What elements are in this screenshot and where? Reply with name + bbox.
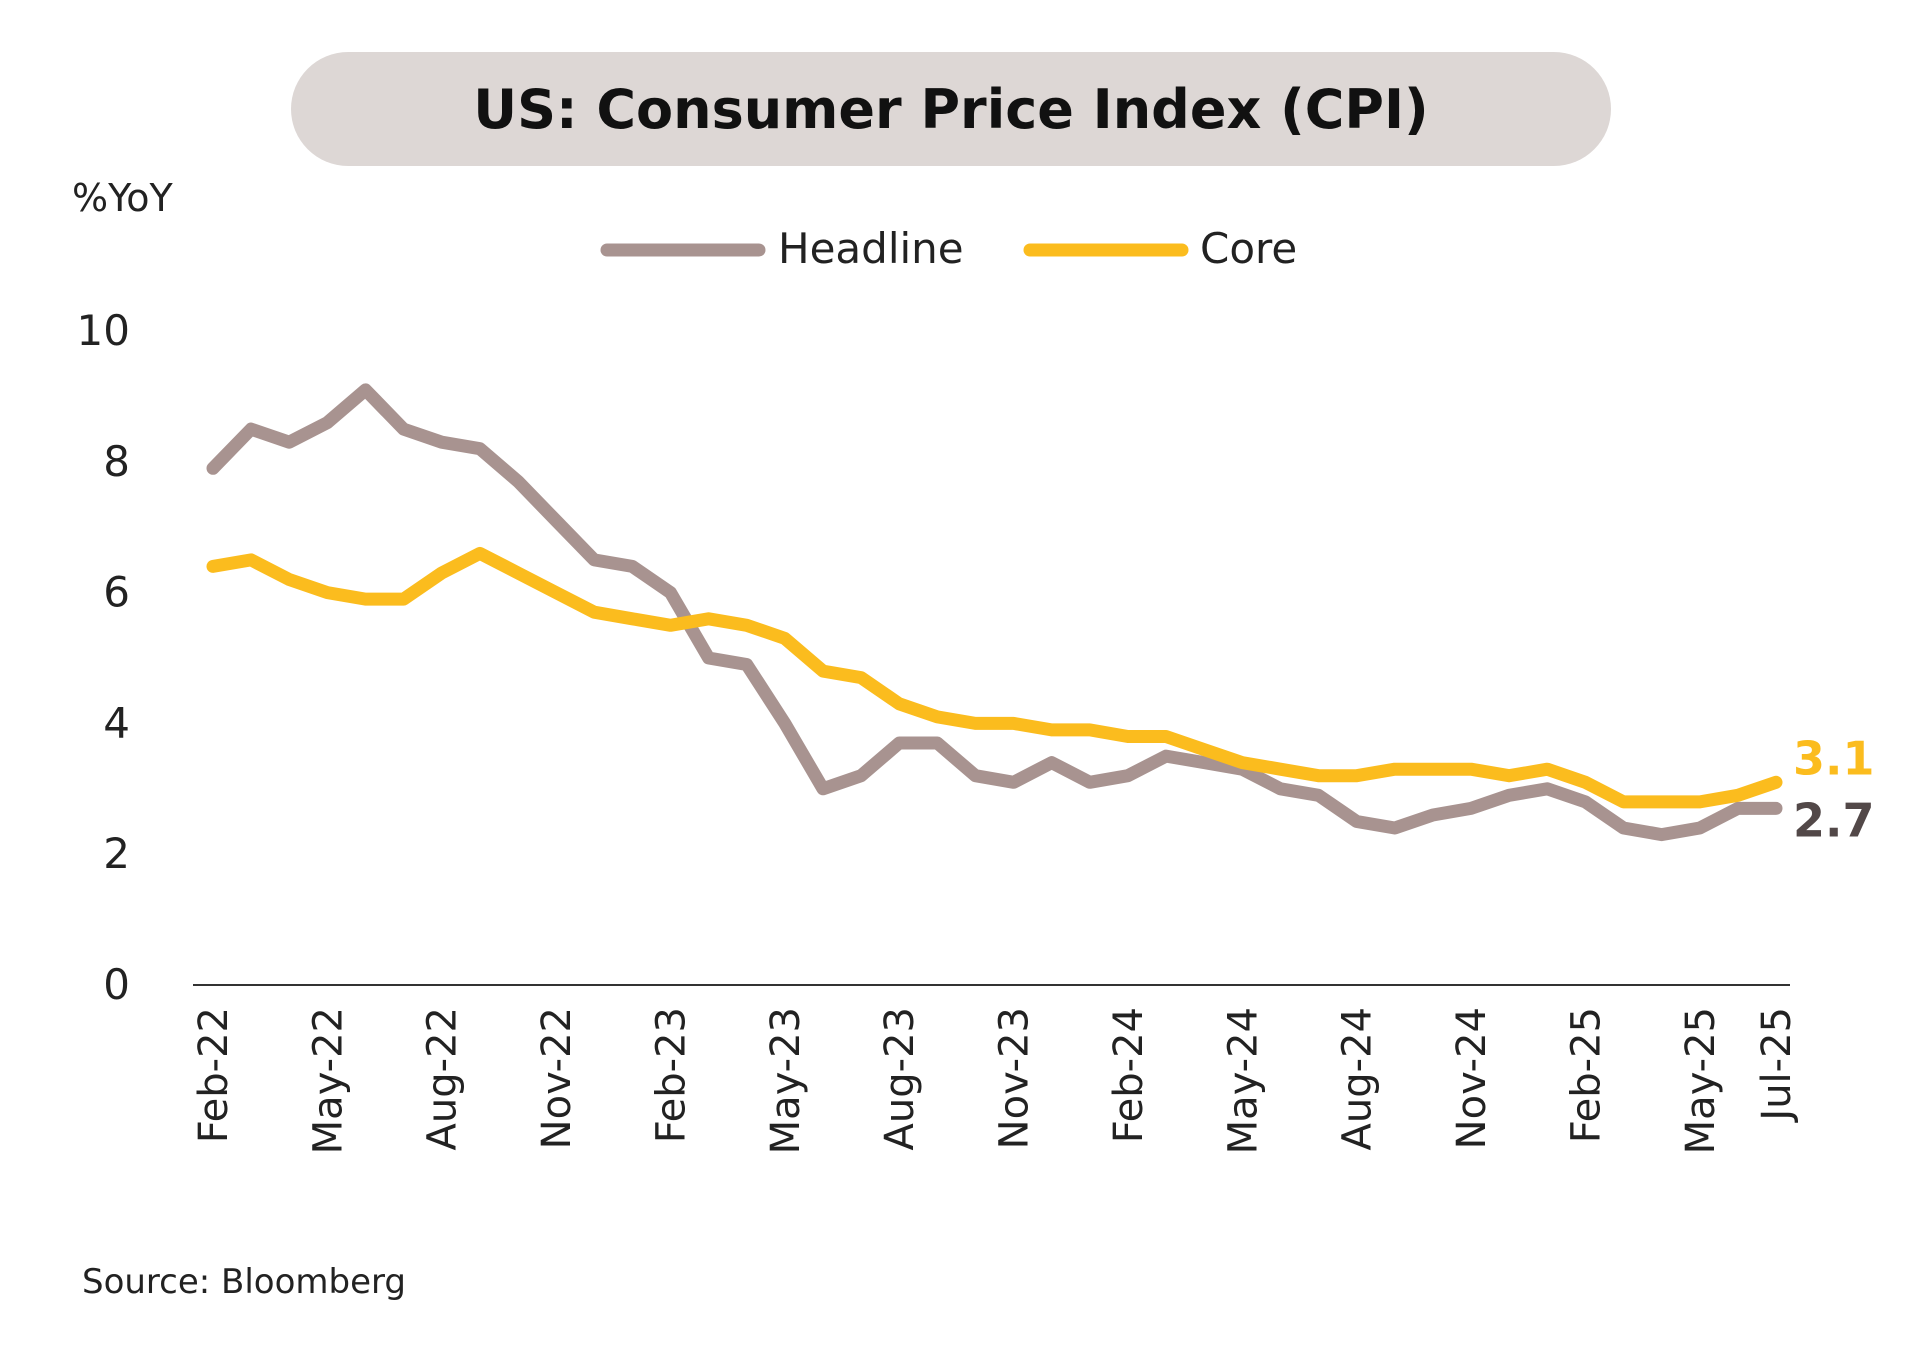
x-tick-label: May-24: [1220, 1007, 1266, 1154]
x-tick-label: Nov-24: [1449, 1007, 1495, 1149]
x-tick-label: Aug-24: [1335, 1007, 1381, 1150]
x-tick-label: Feb-24: [1106, 1007, 1152, 1143]
x-tick-label: May-23: [763, 1007, 809, 1154]
y-tick-label: 2: [103, 829, 130, 878]
x-tick-label: Feb-23: [648, 1007, 694, 1143]
y-tick-label: 0: [103, 960, 130, 1009]
x-tick-label: May-22: [305, 1007, 351, 1154]
y-tick-label: 8: [103, 437, 130, 486]
x-tick-label: Feb-22: [191, 1007, 237, 1143]
y-tick-label: 4: [103, 698, 130, 747]
x-tick-label: Nov-22: [534, 1007, 580, 1149]
y-tick-label: 10: [77, 306, 130, 355]
y-tick-label: 6: [103, 568, 130, 617]
chart-title-pill: US: Consumer Price Index (CPI): [291, 52, 1611, 166]
x-tick-label: Nov-23: [992, 1007, 1038, 1149]
x-tick-label: Aug-23: [877, 1007, 923, 1150]
end-value-label-headline: 2.7: [1793, 793, 1875, 847]
series-line-headline: [206, 383, 1783, 842]
x-tick-label: Jul-25: [1754, 1007, 1800, 1124]
y-axis-label: %YoY: [72, 176, 173, 220]
x-tick-label: Aug-22: [420, 1007, 466, 1150]
source-note: Source: Bloomberg: [82, 1262, 406, 1302]
x-tick-label: Feb-25: [1563, 1007, 1609, 1143]
chart-title: US: Consumer Price Index (CPI): [473, 77, 1429, 141]
legend-label-core: Core: [1200, 224, 1297, 273]
end-value-label-core: 3.1: [1793, 731, 1875, 785]
legend-label-headline: Headline: [778, 224, 964, 273]
series-line-core: [206, 546, 1783, 809]
x-tick-label: May-25: [1678, 1007, 1724, 1154]
